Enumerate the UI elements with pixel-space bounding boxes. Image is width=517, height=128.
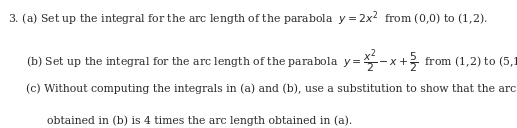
Text: (b) Set up the integral for the arc length of the parabola  $y=\dfrac{x^{2}}{2}-: (b) Set up the integral for the arc leng…	[26, 47, 517, 75]
Text: obtained in (b) is 4 times the arc length obtained in (a).: obtained in (b) is 4 times the arc lengt…	[47, 115, 352, 126]
Text: 3. (a) Set up the integral for the arc length of the parabola  $y=2x^{2}$  from : 3. (a) Set up the integral for the arc l…	[8, 9, 488, 28]
Text: (c) Without computing the integrals in (a) and (b), use a substitution to show t: (c) Without computing the integrals in (…	[26, 83, 517, 94]
